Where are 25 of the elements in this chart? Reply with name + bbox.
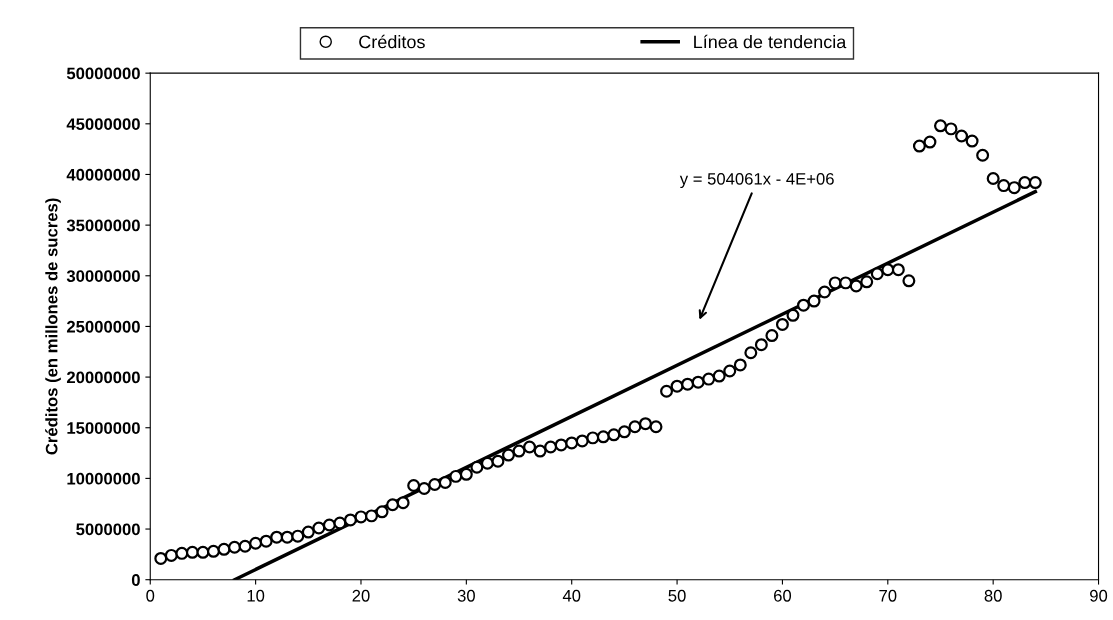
x-tick-label: 20: [352, 589, 370, 602]
x-tick-label: 80: [984, 589, 1002, 602]
y-tick-label: 10000000: [67, 472, 140, 485]
legend-label: Línea de tendencia: [694, 34, 847, 49]
x-tick-label: 10: [247, 589, 265, 602]
x-tick-label: 0: [146, 589, 155, 602]
y-tick-label: 15000000: [67, 422, 140, 434]
y-tick-label: 35000000: [66, 219, 140, 232]
x-tick-label: 70: [879, 589, 897, 602]
y-tick-label: 40000000: [66, 168, 140, 181]
y-tick-label: 50000000: [66, 67, 140, 80]
x-tick-label: 30: [457, 589, 475, 602]
y-tick-label: 45000000: [66, 118, 140, 131]
x-tick-label: 60: [774, 589, 792, 602]
y-tick-label: 30000000: [66, 270, 140, 282]
y-tick-label: 5000000: [76, 523, 140, 536]
x-tick-label: 50: [668, 589, 686, 602]
legend-label: Créditos: [359, 34, 425, 49]
x-tick-label: 40: [562, 589, 581, 602]
y-tick-label: 0: [131, 574, 140, 586]
annotation: y = 504061x - 4E+06: [679, 172, 834, 189]
y-tick-label: 25000000: [66, 320, 140, 333]
y-tick-label: 20000000: [66, 371, 140, 384]
x-tick-label: 90: [1090, 589, 1108, 602]
y-axis-title: Créditos (en millones de sucres): [45, 198, 61, 455]
